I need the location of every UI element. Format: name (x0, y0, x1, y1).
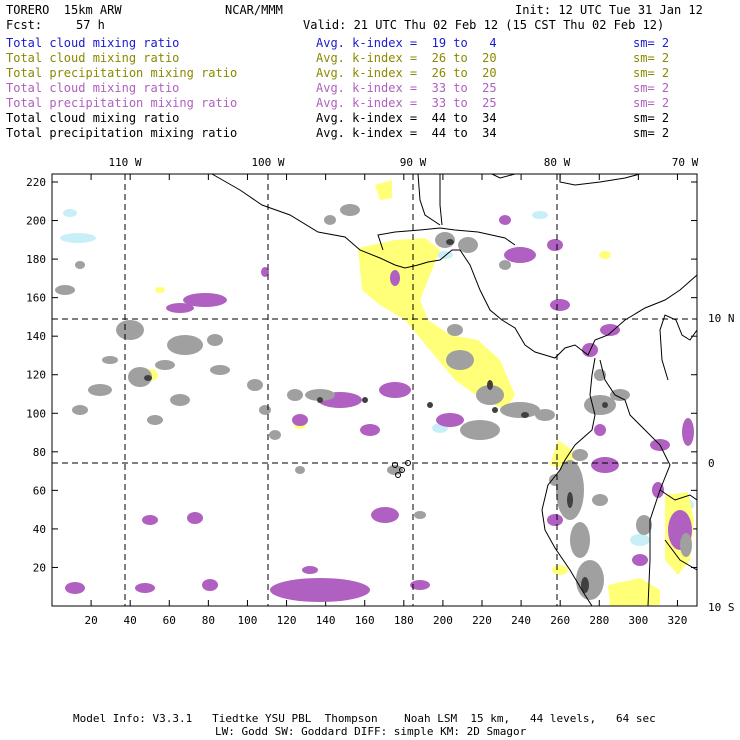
y-tick-label: 180 (26, 253, 46, 266)
y-tick-label: 120 (26, 369, 46, 382)
legend-smoothing: sm= 2 (633, 126, 670, 140)
lat-lon-grid (52, 174, 697, 606)
y-tick-label: 140 (26, 330, 46, 343)
x-tick-label: 280 (589, 614, 609, 627)
legend-row: Total cloud mixing ratio Avg. k-index = 2… (6, 51, 736, 66)
lon-label: 80 W (544, 156, 571, 169)
y-tick-label: 80 (33, 446, 46, 459)
x-tick-label: 300 (628, 614, 648, 627)
legend-kindex: Avg. k-index = 44 to 34 (316, 126, 497, 140)
legend-field: Total cloud mixing ratio (6, 36, 180, 50)
y-tick-label: 20 (33, 561, 46, 574)
forecast-hours: 57 h (76, 18, 105, 32)
legend-field: Total cloud mixing ratio (6, 111, 180, 125)
init-time: Init: 12 UTC Tue 31 Jan 12 (515, 3, 703, 17)
lon-label: 90 W (400, 156, 427, 169)
x-tick-label: 180 (394, 614, 414, 627)
legend-field: Total precipitation mixing ratio (6, 96, 238, 110)
legend-field: Total cloud mixing ratio (6, 81, 180, 95)
legend-kindex: Avg. k-index = 44 to 34 (316, 111, 497, 125)
x-tick-label: 40 (124, 614, 137, 627)
x-tick-label: 240 (511, 614, 531, 627)
x-tick-label: 220 (472, 614, 492, 627)
legend-row: Total precipitation mixing ratio Avg. k-i… (6, 96, 736, 111)
cloud-fields (55, 180, 694, 606)
model-info: Model Info: V3.3.1 Tiedtke YSU PBL Thomp… (73, 712, 656, 725)
x-tick-label: 260 (550, 614, 570, 627)
legend-kindex: Avg. k-index = 26 to 20 (316, 51, 497, 65)
legend-kindex: Avg. k-index = 33 to 25 (316, 81, 497, 95)
legend-row: Total cloud mixing ratio Avg. k-index = 1… (6, 36, 736, 51)
model-name: TORERO 15km ARW (6, 3, 122, 17)
forecast-label: Fcst: (6, 18, 43, 32)
legend-smoothing: sm= 2 (633, 51, 670, 65)
legend-field: Total precipitation mixing ratio (6, 66, 238, 80)
legend-smoothing: sm= 2 (633, 81, 670, 95)
x-tick-label: 60 (163, 614, 176, 627)
lon-label: 110 W (108, 156, 141, 169)
map-frame (51, 173, 698, 607)
y-tick-label: 60 (33, 484, 46, 497)
x-tick-label: 80 (202, 614, 215, 627)
organization: NCAR/MMM (225, 3, 283, 17)
x-tick-label: 140 (316, 614, 336, 627)
legend-row: Total precipitation mixing ratio Avg. k-i… (6, 126, 736, 141)
physics-info: LW: Godd SW: Goddard DIFF: simple KM: 2D… (215, 725, 527, 738)
legend-smoothing: sm= 2 (633, 66, 670, 80)
legend-kindex: Avg. k-index = 33 to 25 (316, 96, 497, 110)
lon-label: 70 W (672, 156, 699, 169)
legend-kindex: Avg. k-index = 19 to 4 (316, 36, 497, 50)
y-tick-label: 100 (26, 407, 46, 420)
x-tick-label: 100 (238, 614, 258, 627)
y-tick-label: 220 (26, 176, 46, 189)
y-tick-label: 200 (26, 215, 46, 228)
y-tick-label: 40 (33, 523, 46, 536)
legend-smoothing: sm= 2 (633, 96, 670, 110)
legend-kindex: Avg. k-index = 26 to 20 (316, 66, 497, 80)
legend-row: Total precipitation mixing ratio Avg. k-i… (6, 66, 736, 81)
legend-row: Total cloud mixing ratio Avg. k-index = 3… (6, 81, 736, 96)
legend-row: Total cloud mixing ratio Avg. k-index = 4… (6, 111, 736, 126)
lon-label: 100 W (251, 156, 284, 169)
lat-label: 10 S (708, 601, 735, 614)
x-tick-label: 320 (668, 614, 688, 627)
x-tick-label: 160 (355, 614, 375, 627)
x-tick-label: 120 (277, 614, 297, 627)
valid-time: Valid: 21 UTC Thu 02 Feb 12 (15 CST Thu … (303, 18, 665, 32)
lat-label: 0 (708, 457, 715, 470)
x-tick-label: 200 (433, 614, 453, 627)
legend-smoothing: sm= 2 (633, 111, 670, 125)
coastlines (211, 173, 698, 607)
x-tick-label: 20 (84, 614, 97, 627)
legend-field: Total cloud mixing ratio (6, 51, 180, 65)
lat-label: 10 N (708, 312, 735, 325)
y-tick-label: 160 (26, 292, 46, 305)
legend-field: Total precipitation mixing ratio (6, 126, 238, 140)
legend-smoothing: sm= 2 (633, 36, 670, 50)
